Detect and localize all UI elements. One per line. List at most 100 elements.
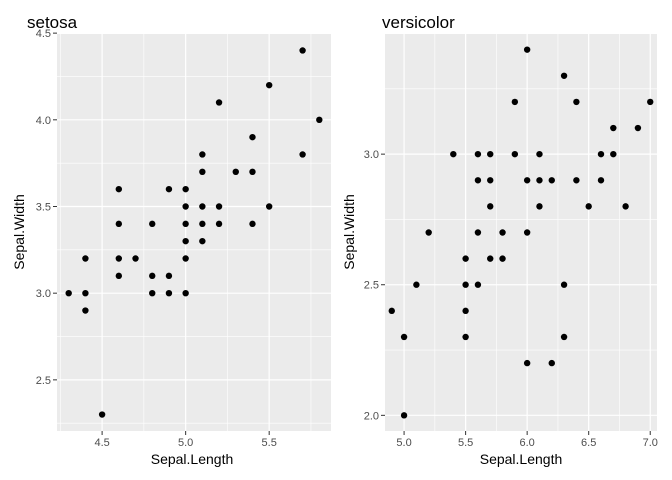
data-point	[115, 220, 123, 228]
data-point	[560, 333, 568, 341]
data-point	[132, 255, 139, 262]
data-point	[182, 237, 189, 245]
data-point	[413, 281, 420, 288]
y-tick-label: 2.5	[36, 375, 51, 387]
data-point	[182, 289, 189, 297]
x-ticks-versicolor: 5.0 5.5 6.0 6.5 7.0	[396, 431, 658, 449]
data-point	[115, 185, 123, 193]
x-tick-label: 5.5	[262, 437, 277, 449]
data-point	[536, 203, 543, 210]
data-point	[548, 359, 555, 367]
data-point	[647, 98, 654, 106]
points-versicolor	[388, 46, 654, 419]
data-point	[182, 203, 189, 210]
y-ticks-setosa: 2.5 3.0 3.5 4.0 4.5	[36, 28, 57, 387]
y-tick-label: 3.5	[36, 201, 51, 213]
data-point	[597, 150, 605, 158]
x-axis-title-setosa: Sepal.Length	[151, 451, 234, 467]
data-point	[115, 272, 123, 280]
data-point	[487, 177, 494, 184]
y-tick-label: 4.5	[36, 28, 51, 40]
data-point	[149, 272, 156, 280]
data-point	[523, 46, 531, 53]
data-point	[610, 124, 617, 132]
data-point	[165, 289, 173, 297]
data-point	[182, 185, 189, 193]
data-point	[597, 177, 605, 184]
data-point	[388, 307, 395, 315]
data-point	[199, 151, 206, 158]
y-tick-label: 4.0	[36, 115, 51, 127]
data-point	[523, 359, 531, 367]
data-point	[232, 168, 239, 176]
data-point	[573, 98, 580, 106]
panel-title-versicolor: versicolor	[382, 13, 455, 32]
data-point	[182, 255, 189, 262]
data-point	[215, 203, 223, 210]
data-point	[622, 203, 629, 210]
data-point	[560, 281, 568, 288]
data-point	[65, 289, 72, 297]
panel-title-setosa: setosa	[27, 13, 78, 32]
data-point	[487, 255, 494, 262]
data-point	[82, 307, 89, 314]
data-point	[560, 72, 568, 79]
data-point	[499, 255, 506, 262]
data-point	[523, 229, 531, 236]
data-point	[199, 203, 206, 210]
data-point	[536, 150, 543, 158]
data-point	[249, 168, 256, 176]
data-point	[474, 177, 482, 184]
data-point	[249, 220, 256, 228]
data-point	[199, 220, 206, 228]
points-setosa	[65, 47, 323, 418]
data-point	[462, 333, 469, 341]
y-axis-title-versicolor: Sepal.Width	[341, 194, 357, 269]
panel-versicolor: versicolor 5.0 5.5 6.0 6.5 7.0 2.0 2.5 3.0 Sep…	[341, 13, 658, 467]
data-point	[474, 150, 482, 158]
data-point	[115, 255, 123, 262]
gridlines-setosa	[57, 32, 331, 431]
data-point	[511, 98, 519, 106]
data-point	[98, 411, 106, 418]
data-point	[610, 150, 617, 158]
data-point	[462, 307, 469, 315]
data-point	[425, 229, 432, 236]
data-point	[474, 281, 482, 288]
data-point	[316, 116, 323, 124]
x-ticks-setosa: 4.5 5.0 5.5	[94, 431, 277, 449]
data-point	[450, 150, 457, 158]
y-ticks-versicolor: 2.0 2.5 3.0	[364, 149, 385, 422]
data-point	[165, 185, 173, 193]
data-point	[400, 412, 408, 419]
y-tick-label: 3.0	[36, 288, 51, 300]
data-point	[249, 133, 256, 141]
data-point	[573, 177, 580, 184]
data-point	[82, 289, 89, 297]
data-point	[487, 150, 494, 158]
data-point	[265, 203, 273, 210]
data-point	[82, 255, 89, 262]
x-tick-label: 6.0	[520, 437, 535, 449]
panel-setosa: setosa 4.5 5.0 5.5 2.5 3.0 3.5 4.0 4.5 Sepal.L…	[11, 13, 331, 467]
y-tick-label: 3.0	[364, 149, 379, 161]
data-point	[215, 99, 223, 106]
x-tick-label: 4.5	[94, 437, 109, 449]
y-tick-label: 2.5	[364, 280, 379, 292]
plot-area-setosa	[57, 34, 331, 431]
x-tick-label: 5.5	[458, 437, 473, 449]
data-point	[215, 220, 223, 228]
data-point	[199, 237, 206, 245]
x-tick-label: 7.0	[643, 437, 658, 449]
data-point	[462, 255, 469, 262]
y-axis-title-setosa: Sepal.Width	[11, 194, 27, 269]
data-point	[634, 124, 642, 132]
y-tick-label: 2.0	[364, 410, 379, 422]
data-point	[462, 281, 469, 288]
data-point	[265, 81, 273, 89]
data-point	[487, 203, 494, 210]
data-point	[511, 150, 519, 158]
data-point	[523, 177, 531, 184]
data-point	[149, 289, 156, 297]
